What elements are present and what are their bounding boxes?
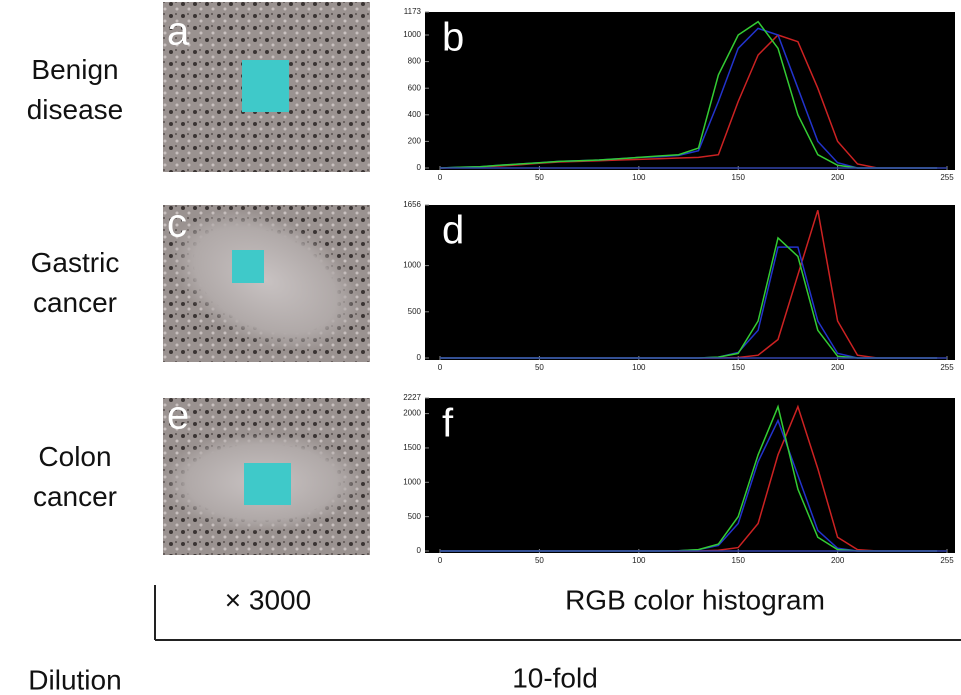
y-tick-label: 800 xyxy=(408,57,422,66)
panel-letter: f xyxy=(442,402,454,446)
row-label: Benign disease xyxy=(26,54,124,125)
x-tick-label: 150 xyxy=(732,556,746,565)
panel-letter: e xyxy=(167,394,189,438)
y-tick-label: 500 xyxy=(408,512,422,521)
y-tick-label: 2000 xyxy=(403,409,421,418)
panel-letter: a xyxy=(167,10,190,54)
y-tick-label: 1500 xyxy=(403,443,421,452)
magnification: × 3000 xyxy=(225,584,311,615)
x-tick-label: 255 xyxy=(940,556,954,565)
x-tick-label: 100 xyxy=(632,556,646,565)
y-tick-label: 200 xyxy=(408,137,422,146)
row-label: Gastric cancer xyxy=(30,247,120,318)
y-tick-label: 1656 xyxy=(403,200,421,209)
y-tick-label: 600 xyxy=(408,83,422,92)
x-tick-label: 0 xyxy=(438,173,443,182)
x-tick-label: 200 xyxy=(831,556,845,565)
x-tick-label: 150 xyxy=(732,363,746,372)
y-tick-label: 2227 xyxy=(403,393,421,402)
y-tick-label: 0 xyxy=(417,546,422,555)
x-tick-label: 255 xyxy=(940,363,954,372)
x-tick-label: 200 xyxy=(831,173,845,182)
panel-letter: c xyxy=(167,202,187,246)
micrograph-e xyxy=(162,398,370,555)
plot-area xyxy=(425,12,955,170)
x-tick-label: 50 xyxy=(535,173,544,182)
x-tick-label: 255 xyxy=(940,173,954,182)
x-tick-label: 200 xyxy=(831,363,845,372)
micrograph-a xyxy=(163,2,370,172)
y-tick-label: 1000 xyxy=(403,477,421,486)
histogram-label: RGB color histogram xyxy=(565,584,825,615)
x-tick-label: 50 xyxy=(535,556,544,565)
dilution: 10-fold xyxy=(512,662,598,693)
x-tick-label: 50 xyxy=(535,363,544,372)
plot-area xyxy=(425,398,955,553)
y-tick-label: 0 xyxy=(417,353,422,362)
y-tick-label: 0 xyxy=(417,163,422,172)
y-tick-label: 1000 xyxy=(403,261,421,270)
y-tick-label: 1173 xyxy=(404,7,422,16)
dilution-label: Dilution xyxy=(28,664,121,695)
x-tick-label: 150 xyxy=(732,173,746,182)
panel-letter: d xyxy=(442,209,464,253)
y-tick-label: 500 xyxy=(408,307,422,316)
plot-area xyxy=(425,205,955,360)
panel-letter: b xyxy=(442,16,464,60)
y-tick-label: 1000 xyxy=(403,30,421,39)
x-tick-label: 100 xyxy=(632,363,646,372)
row-label: Colon cancer xyxy=(32,441,118,512)
y-tick-label: 400 xyxy=(408,110,422,119)
x-tick-label: 0 xyxy=(438,556,443,565)
x-tick-label: 100 xyxy=(632,173,646,182)
micrograph-c xyxy=(163,205,370,362)
x-tick-label: 0 xyxy=(438,363,443,372)
